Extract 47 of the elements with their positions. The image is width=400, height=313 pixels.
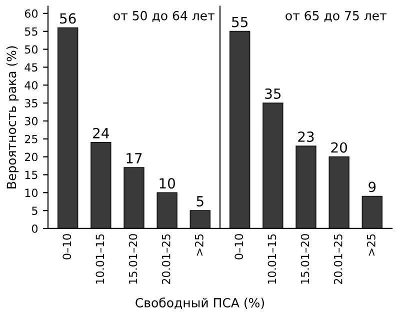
bar xyxy=(58,27,78,228)
x-tick-label: 10.01–15 xyxy=(268,234,276,284)
y-tick-label: 15 xyxy=(25,170,38,180)
x-tick-label: 10.01–15 xyxy=(96,234,104,284)
x-axis-title: Свободный ПСА (%) xyxy=(136,298,264,309)
data-label: 35 xyxy=(265,88,281,99)
y-tick-label: 45 xyxy=(24,63,38,72)
data-label: 20 xyxy=(331,142,347,153)
y-tick-label: 0 xyxy=(32,224,38,233)
x-tick-label: 15.01–20 xyxy=(300,234,310,284)
data-label: 23 xyxy=(298,131,314,142)
y-tick-label: 25 xyxy=(24,134,38,144)
annotation: от 65 до 75 лет xyxy=(286,10,386,22)
x-tick-label: 20.01–25 xyxy=(334,234,342,284)
data-label: 10 xyxy=(160,178,175,189)
x-tick-label: 0–10 xyxy=(62,234,72,260)
bar xyxy=(328,156,350,228)
bar xyxy=(296,146,316,228)
annotation: от 50 до 64 лет xyxy=(114,10,214,22)
data-label: 56 xyxy=(60,13,76,24)
x-tick-label: 20.01–25 xyxy=(162,234,170,284)
y-tick-label: 40 xyxy=(24,81,38,90)
data-label: 24 xyxy=(93,128,109,138)
y-tick-label: 50 xyxy=(24,45,38,54)
bar xyxy=(156,192,178,228)
y-tick-label: 55 xyxy=(24,27,38,36)
bar xyxy=(90,142,112,228)
bar xyxy=(362,196,382,228)
bar xyxy=(190,210,210,228)
data-label: 55 xyxy=(232,16,248,28)
bar xyxy=(230,30,250,228)
x-tick-label: 15.01–20 xyxy=(128,234,138,284)
x-tick-label: >25 xyxy=(194,234,204,256)
x-tick-label: >25 xyxy=(366,234,376,256)
y-tick-label: 30 xyxy=(24,116,38,126)
x-tick-label: 0–10 xyxy=(234,234,244,260)
y-tick-label: 60 xyxy=(24,9,38,18)
data-label: 17 xyxy=(126,153,142,164)
bar xyxy=(262,102,284,228)
data-label: 5 xyxy=(196,196,204,206)
data-label: 9 xyxy=(368,182,376,192)
y-tick-label: 10 xyxy=(25,188,38,198)
y-tick-label: 20 xyxy=(24,152,38,162)
y-tick-label: 5 xyxy=(32,206,38,215)
y-tick-label: 35 xyxy=(24,99,38,108)
y-axis-title: Вероятность рака (%) xyxy=(6,46,19,188)
bar xyxy=(124,167,144,228)
